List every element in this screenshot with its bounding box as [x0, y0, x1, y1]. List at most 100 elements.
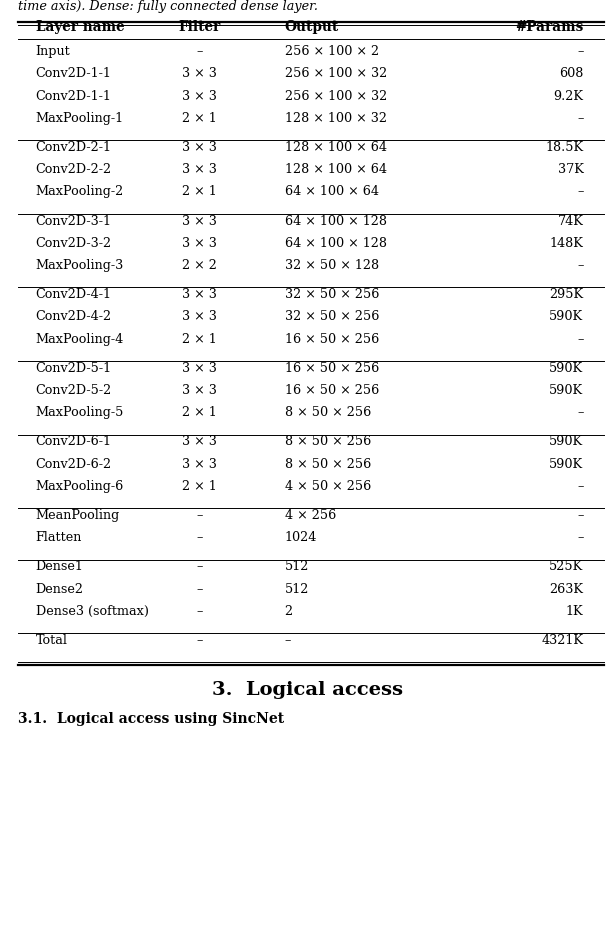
Text: 590K: 590K — [549, 384, 583, 397]
Text: –: – — [197, 532, 203, 544]
Text: 32 × 50 × 256: 32 × 50 × 256 — [285, 310, 379, 323]
Text: MaxPooling-6: MaxPooling-6 — [36, 480, 124, 493]
Text: 3 × 3: 3 × 3 — [182, 68, 217, 81]
Text: #Params: #Params — [515, 20, 583, 34]
Text: 16 × 50 × 256: 16 × 50 × 256 — [285, 384, 379, 397]
Text: Conv2D-2-2: Conv2D-2-2 — [36, 163, 111, 176]
Text: 2 × 1: 2 × 1 — [182, 332, 217, 345]
Text: –: – — [577, 480, 583, 493]
Text: 8 × 50 × 256: 8 × 50 × 256 — [285, 457, 371, 470]
Text: MaxPooling-5: MaxPooling-5 — [36, 407, 124, 419]
Text: 525K: 525K — [549, 560, 583, 573]
Text: 2 × 1: 2 × 1 — [182, 185, 217, 198]
Text: 590K: 590K — [549, 457, 583, 470]
Text: –: – — [197, 560, 203, 573]
Text: –: – — [577, 259, 583, 272]
Text: 3 × 3: 3 × 3 — [182, 90, 217, 103]
Text: 4 × 256: 4 × 256 — [285, 509, 336, 522]
Text: Conv2D-4-1: Conv2D-4-1 — [36, 288, 111, 301]
Text: Conv2D-6-1: Conv2D-6-1 — [36, 435, 111, 448]
Text: 295K: 295K — [549, 288, 583, 301]
Text: 2 × 1: 2 × 1 — [182, 112, 217, 125]
Text: Output: Output — [285, 20, 339, 34]
Text: Conv2D-2-1: Conv2D-2-1 — [36, 141, 111, 154]
Text: 1K: 1K — [566, 605, 583, 618]
Text: 1024: 1024 — [285, 532, 317, 544]
Text: –: – — [197, 509, 203, 522]
Text: 64 × 100 × 128: 64 × 100 × 128 — [285, 215, 387, 228]
Text: 2: 2 — [285, 605, 293, 618]
Text: 9.2K: 9.2K — [554, 90, 583, 103]
Text: 2 × 1: 2 × 1 — [182, 407, 217, 419]
Text: Conv2D-5-2: Conv2D-5-2 — [36, 384, 112, 397]
Text: –: – — [577, 112, 583, 125]
Text: 3.1.  Logical access using SincNet: 3.1. Logical access using SincNet — [18, 712, 284, 726]
Text: 3.  Logical access: 3. Logical access — [213, 682, 403, 699]
Text: Layer name: Layer name — [36, 20, 124, 34]
Text: 256 × 100 × 32: 256 × 100 × 32 — [285, 68, 387, 81]
Text: Conv2D-3-1: Conv2D-3-1 — [36, 215, 111, 228]
Text: Filter: Filter — [179, 20, 221, 34]
Text: 2 × 1: 2 × 1 — [182, 480, 217, 493]
Text: 16 × 50 × 256: 16 × 50 × 256 — [285, 332, 379, 345]
Text: Dense1: Dense1 — [36, 560, 83, 573]
Text: 512: 512 — [285, 582, 309, 595]
Text: 590K: 590K — [549, 310, 583, 323]
Text: 3 × 3: 3 × 3 — [182, 435, 217, 448]
Text: 32 × 50 × 128: 32 × 50 × 128 — [285, 259, 379, 272]
Text: 3 × 3: 3 × 3 — [182, 310, 217, 323]
Text: Dense3 (softmax): Dense3 (softmax) — [36, 605, 148, 618]
Text: 3 × 3: 3 × 3 — [182, 384, 217, 397]
Text: 256 × 100 × 32: 256 × 100 × 32 — [285, 90, 387, 103]
Text: 128 × 100 × 64: 128 × 100 × 64 — [285, 141, 387, 154]
Text: 590K: 590K — [549, 362, 583, 375]
Text: MaxPooling-2: MaxPooling-2 — [36, 185, 124, 198]
Text: MeanPooling: MeanPooling — [36, 509, 120, 522]
Text: 64 × 100 × 64: 64 × 100 × 64 — [285, 185, 379, 198]
Text: 3 × 3: 3 × 3 — [182, 215, 217, 228]
Text: –: – — [577, 407, 583, 419]
Text: –: – — [577, 332, 583, 345]
Text: Conv2D-3-2: Conv2D-3-2 — [36, 237, 111, 250]
Text: 148K: 148K — [549, 237, 583, 250]
Text: Flatten: Flatten — [36, 532, 82, 544]
Text: Conv2D-5-1: Conv2D-5-1 — [36, 362, 111, 375]
Text: Conv2D-6-2: Conv2D-6-2 — [36, 457, 111, 470]
Text: –: – — [577, 532, 583, 544]
Text: –: – — [577, 509, 583, 522]
Text: 64 × 100 × 128: 64 × 100 × 128 — [285, 237, 387, 250]
Text: –: – — [285, 634, 291, 647]
Text: 8 × 50 × 256: 8 × 50 × 256 — [285, 435, 371, 448]
Text: Conv2D-1-1: Conv2D-1-1 — [36, 90, 111, 103]
Text: –: – — [197, 605, 203, 618]
Text: 3 × 3: 3 × 3 — [182, 362, 217, 375]
Text: Conv2D-4-2: Conv2D-4-2 — [36, 310, 111, 323]
Text: MaxPooling-1: MaxPooling-1 — [36, 112, 124, 125]
Text: 3 × 3: 3 × 3 — [182, 141, 217, 154]
Text: 590K: 590K — [549, 435, 583, 448]
Text: 3 × 3: 3 × 3 — [182, 457, 217, 470]
Text: 8 × 50 × 256: 8 × 50 × 256 — [285, 407, 371, 419]
Text: 263K: 263K — [549, 582, 583, 595]
Text: 18.5K: 18.5K — [545, 141, 583, 154]
Text: –: – — [197, 582, 203, 595]
Text: 32 × 50 × 256: 32 × 50 × 256 — [285, 288, 379, 301]
Text: 608: 608 — [559, 68, 583, 81]
Text: 74K: 74K — [557, 215, 583, 228]
Text: MaxPooling-4: MaxPooling-4 — [36, 332, 124, 345]
Text: 128 × 100 × 32: 128 × 100 × 32 — [285, 112, 387, 125]
Text: –: – — [577, 185, 583, 198]
Text: 128 × 100 × 64: 128 × 100 × 64 — [285, 163, 387, 176]
Text: –: – — [577, 45, 583, 58]
Text: MaxPooling-3: MaxPooling-3 — [36, 259, 124, 272]
Text: –: – — [197, 45, 203, 58]
Text: 2 × 2: 2 × 2 — [182, 259, 217, 272]
Text: 4321K: 4321K — [541, 634, 583, 647]
Text: –: – — [197, 634, 203, 647]
Text: 37K: 37K — [557, 163, 583, 176]
Text: Conv2D-1-1: Conv2D-1-1 — [36, 68, 111, 81]
Text: 3 × 3: 3 × 3 — [182, 163, 217, 176]
Text: Dense2: Dense2 — [36, 582, 84, 595]
Text: 3 × 3: 3 × 3 — [182, 237, 217, 250]
Text: time axis). Dense: fully connected dense layer.: time axis). Dense: fully connected dense… — [18, 0, 318, 13]
